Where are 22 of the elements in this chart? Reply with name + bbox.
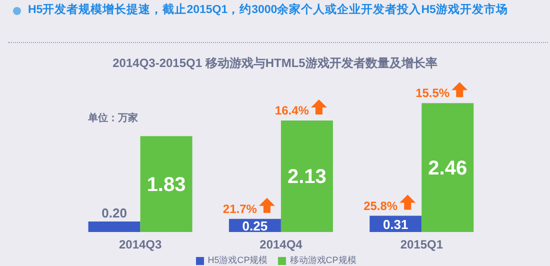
annotation: 15.5% bbox=[416, 86, 450, 100]
x-tick-label: 2015Q1 bbox=[400, 238, 444, 252]
data-label: 2.46 bbox=[428, 158, 468, 180]
annotation: 25.8% bbox=[364, 198, 398, 213]
data-label: 0.31 bbox=[382, 216, 408, 232]
data-label: 2.13 bbox=[287, 166, 326, 188]
data-label: 0.25 bbox=[242, 218, 268, 234]
bar bbox=[88, 222, 140, 232]
chart-subtitle: 2014Q3-2015Q1 移动游戏与HTML5游戏开发者数量及增长率 bbox=[112, 55, 438, 72]
x-tick-label: 2014Q4 bbox=[260, 238, 303, 252]
legend-label: 移动游戏CP规模 bbox=[290, 255, 356, 265]
data-label: 1.83 bbox=[146, 174, 186, 196]
bar bbox=[140, 136, 192, 232]
bar bbox=[422, 103, 474, 232]
annotation: 16.4% bbox=[274, 103, 310, 118]
annotation: 单位：万家 bbox=[88, 111, 138, 125]
x-tick-label: 2014Q3 bbox=[118, 238, 162, 252]
bar bbox=[280, 120, 333, 232]
annotation: 21.7% bbox=[222, 202, 258, 216]
data-label: 0.20 bbox=[102, 206, 127, 221]
legend-label: H5游戏CP规模 bbox=[208, 255, 268, 265]
chart-title: H5开发者规模增长提速，截止2015Q1，约3000余家个人或企业开发者投入H5游戏开发市场 bbox=[28, 2, 508, 17]
